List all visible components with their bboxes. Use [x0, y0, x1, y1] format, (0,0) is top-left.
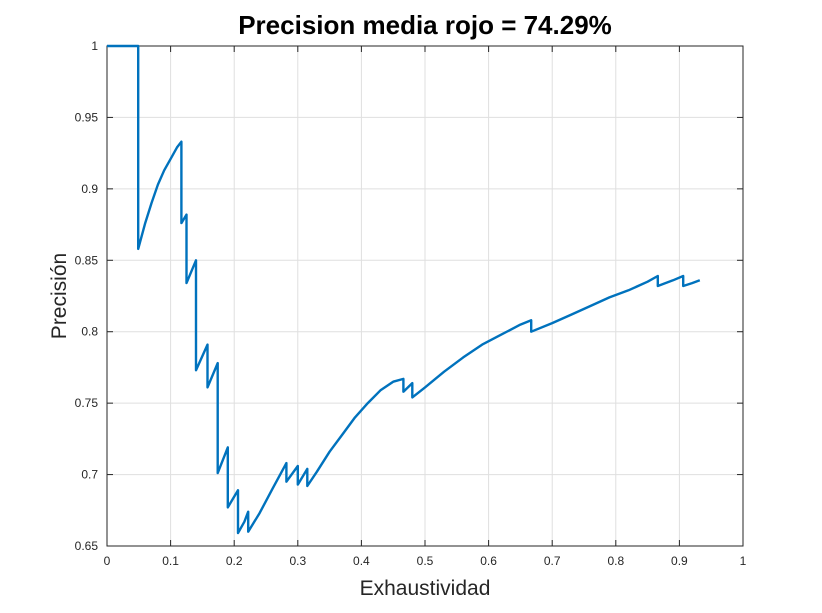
y-tick-label: 0.85 — [75, 253, 99, 267]
y-tick-label: 0.8 — [81, 325, 98, 339]
x-tick-label: 0.8 — [607, 554, 624, 568]
plot-area — [107, 44, 701, 535]
axis-ticks: 0 0.1 0.2 0.3 0.4 0.5 0.6 0.7 0.8 0.9 1 0.65 0.7 0.75… — [75, 39, 747, 568]
y-tick-label: 1 — [91, 39, 98, 53]
precision-recall-line — [107, 44, 701, 535]
x-tick-label: 0.4 — [353, 554, 370, 568]
y-tick-label: 0.75 — [75, 396, 99, 410]
x-tick-label: 1 — [740, 554, 747, 568]
x-tick-label: 0.9 — [671, 554, 688, 568]
y-axis-label: Precisión — [48, 253, 71, 339]
x-tick-label: 0 — [104, 554, 111, 568]
x-tick-label: 0.6 — [480, 554, 497, 568]
grid — [107, 46, 743, 546]
x-tick-label: 0.7 — [544, 554, 561, 568]
y-tick-label: 0.65 — [75, 539, 99, 553]
x-axis-label: Exhaustividad — [360, 577, 491, 600]
y-tick-label: 0.9 — [81, 182, 98, 196]
chart-title: Precision media rojo = 74.29% — [238, 10, 612, 40]
x-tick-label: 0.1 — [162, 554, 179, 568]
x-tick-label: 0.5 — [417, 554, 434, 568]
y-tick-label: 0.95 — [75, 110, 99, 124]
x-tick-label: 0.3 — [289, 554, 306, 568]
x-tick-label: 0.2 — [226, 554, 243, 568]
y-tick-label: 0.7 — [81, 468, 98, 482]
